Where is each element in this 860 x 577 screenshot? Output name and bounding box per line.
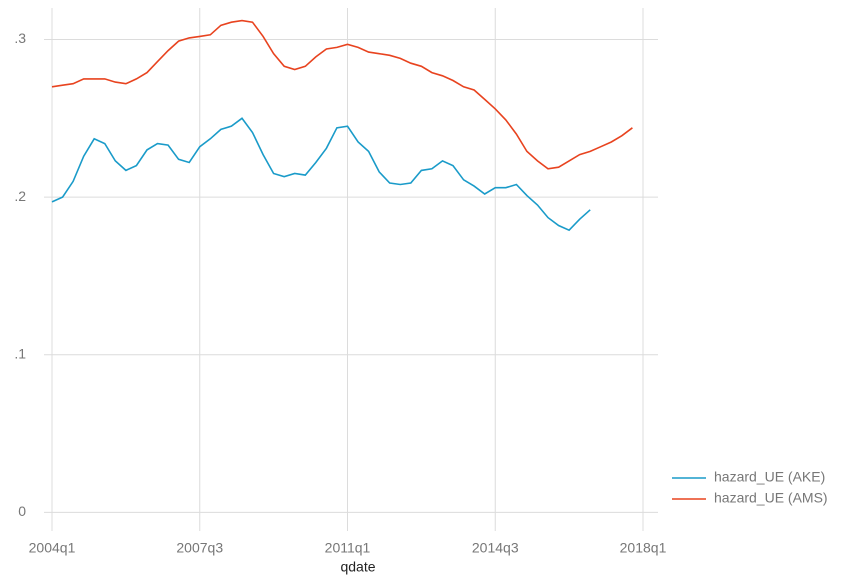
y-tick-label: 0	[18, 503, 26, 519]
y-tick-label: .1	[14, 345, 26, 361]
x-tick-label: 2018q1	[620, 540, 667, 556]
x-tick-label: 2011q1	[325, 540, 371, 556]
x-tick-label: 2007q3	[176, 540, 223, 556]
y-tick-label: .3	[14, 30, 26, 46]
x-tick-label: 2004q1	[29, 540, 76, 556]
series-line	[51, 19, 633, 170]
y-tick-label: .2	[14, 188, 26, 204]
legend-label: hazard_UE (AKE)	[714, 469, 825, 485]
x-tick-label: 2014q3	[472, 540, 519, 556]
x-axis-label: qdate	[340, 559, 375, 575]
series-line	[51, 117, 591, 232]
legend-label: hazard_UE (AMS)	[714, 490, 828, 506]
